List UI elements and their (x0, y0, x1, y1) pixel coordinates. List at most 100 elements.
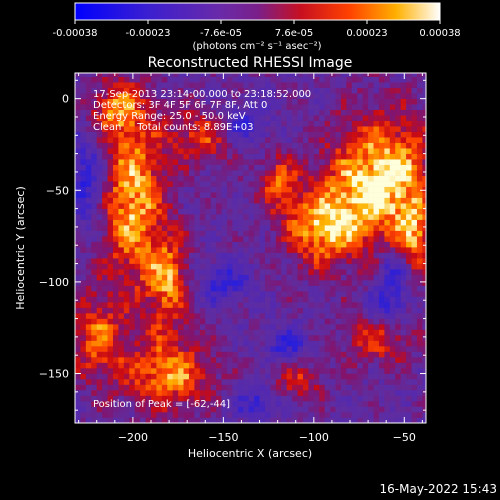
heatmap-cell (226, 236, 233, 242)
heatmap-cell (194, 252, 201, 259)
heatmap-cell (330, 159, 336, 165)
heatmap-cell (145, 357, 152, 363)
heatmap-cell (161, 296, 168, 303)
heatmap-cell (145, 302, 152, 308)
heatmap-cell (292, 296, 298, 303)
heatmap-cell (422, 329, 426, 336)
heatmap-cell (205, 379, 211, 385)
heatmap-cell (422, 181, 426, 187)
heatmap-cell (302, 241, 309, 248)
heatmap-cell (96, 98, 103, 105)
heatmap-cell (172, 236, 179, 242)
heatmap-cell (226, 82, 233, 88)
heatmap-cell (335, 197, 342, 204)
heatmap-cell (264, 362, 271, 369)
heatmap-cell (118, 401, 125, 407)
heatmap-cell (286, 142, 293, 149)
heatmap-cell (80, 401, 87, 407)
heatmap-cell (330, 285, 336, 292)
heatmap-cell (140, 285, 146, 292)
heatmap-cell (330, 406, 336, 413)
heatmap-cell (243, 335, 249, 341)
heatmap-cell (118, 274, 125, 281)
heatmap-cell (373, 395, 380, 402)
heatmap-cell (378, 274, 385, 281)
heatmap-cell (243, 329, 249, 336)
heatmap-cell (232, 104, 239, 110)
heatmap-cell (416, 263, 423, 270)
heatmap-cell (183, 225, 190, 231)
heatmap-cell (123, 318, 130, 325)
heatmap-cell (118, 285, 125, 292)
heatmap-cell (96, 285, 103, 292)
heatmap-cell (395, 93, 401, 99)
heatmap-cell (123, 142, 130, 149)
heatmap-cell (281, 87, 287, 94)
heatmap-cell (150, 390, 157, 396)
heatmap-cell (210, 340, 217, 347)
heatmap-cell (145, 258, 152, 264)
heatmap-cell (264, 335, 271, 341)
heatmap-cell (411, 329, 418, 336)
heatmap-cell (400, 390, 407, 396)
heatmap-cell (302, 148, 309, 154)
heatmap-cell (156, 324, 163, 330)
heatmap-cell (243, 395, 249, 402)
heatmap-cell (340, 384, 347, 391)
heatmap-cell (75, 401, 81, 407)
heatmap-cell (123, 263, 130, 270)
heatmap-cell (346, 373, 353, 380)
heatmap-cell (210, 313, 217, 319)
heatmap-cell (346, 197, 353, 204)
heatmap-cell (416, 104, 423, 110)
heatmap-cell (384, 280, 391, 286)
heatmap-cell (205, 175, 211, 182)
heatmap-cell (129, 417, 136, 423)
heatmap-cell (112, 368, 119, 374)
heatmap-cell (150, 335, 157, 341)
heatmap-cell (188, 87, 195, 94)
heatmap-cell (118, 357, 125, 363)
heatmap-cell (422, 219, 426, 226)
heatmap-cell (226, 362, 233, 369)
heatmap-cell (107, 87, 114, 94)
heatmap-cell (259, 87, 266, 94)
heatmap-cell (199, 214, 206, 220)
heatmap-cell (248, 175, 255, 182)
heatmap-cell (199, 357, 206, 363)
heatmap-cell (340, 401, 347, 407)
heatmap-cell (248, 296, 255, 303)
heatmap-cell (406, 291, 412, 297)
heatmap-cell (167, 241, 173, 248)
heatmap-cell (150, 401, 157, 407)
heatmap-cell (183, 269, 190, 275)
heatmap-cell (167, 252, 173, 259)
heatmap-cell (254, 131, 260, 138)
heatmap-cell (91, 280, 98, 286)
heatmap-cell (112, 373, 119, 380)
heatmap-cell (384, 307, 391, 314)
heatmap-cell (313, 73, 320, 77)
heatmap-cell (362, 126, 369, 132)
heatmap-cell (112, 82, 119, 88)
heatmap-cell (308, 214, 315, 220)
heatmap-cell (237, 296, 244, 303)
heatmap-cell (264, 395, 271, 402)
heatmap-cell (357, 274, 363, 281)
heatmap-cell (194, 346, 201, 352)
heatmap-cell (400, 296, 407, 303)
heatmap-cell (243, 159, 249, 165)
heatmap-cell (357, 241, 363, 248)
heatmap-cell (194, 115, 201, 121)
heatmap-cell (129, 208, 136, 215)
heatmap-cell (248, 131, 255, 138)
heatmap-cell (112, 285, 119, 292)
heatmap-cell (112, 148, 119, 154)
heatmap-cell (281, 368, 287, 374)
heatmap-cell (362, 263, 369, 270)
heatmap-cell (210, 137, 217, 143)
heatmap-cell (107, 159, 114, 165)
heatmap-cell (324, 148, 331, 154)
heatmap-cell (373, 302, 380, 308)
heatmap-cell (237, 82, 244, 88)
